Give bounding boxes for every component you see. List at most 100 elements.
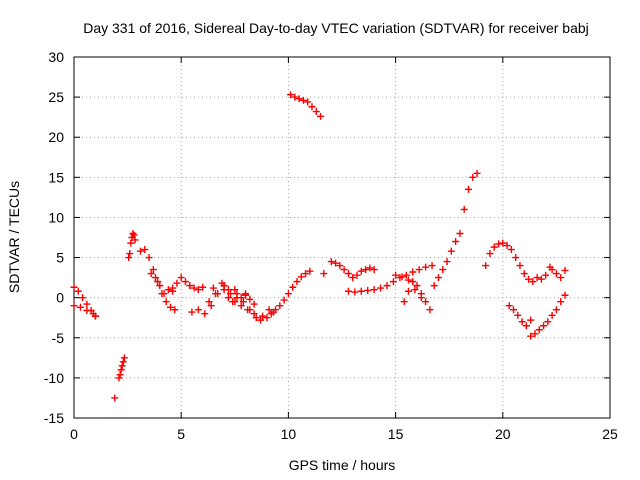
- data-point: [308, 103, 316, 111]
- data-point: [527, 316, 535, 324]
- data-point: [370, 286, 378, 294]
- data-point: [411, 286, 419, 294]
- data-point: [299, 96, 307, 104]
- data-point: [79, 294, 87, 302]
- data-point: [120, 354, 128, 362]
- data-point: [486, 250, 494, 258]
- data-point: [280, 296, 288, 304]
- series-jump: [125, 229, 139, 262]
- plot-frame: [73, 56, 611, 419]
- data-point: [510, 306, 518, 314]
- data-point: [426, 306, 434, 314]
- data-point: [452, 238, 460, 246]
- data-point: [540, 322, 548, 330]
- x-tick-label: 5: [177, 426, 185, 442]
- x-tick-label: 10: [281, 426, 297, 442]
- data-point: [505, 302, 513, 310]
- data-point: [149, 266, 157, 274]
- y-tick-label: 0: [56, 290, 64, 306]
- data-point: [118, 362, 126, 370]
- x-tick-label: 20: [495, 426, 511, 442]
- y-tick-label: 15: [48, 169, 64, 185]
- data-point: [246, 295, 254, 303]
- data-point: [495, 240, 503, 248]
- series-dip-20-21: [505, 302, 535, 330]
- data-point: [533, 274, 541, 282]
- data-point: [233, 290, 241, 298]
- data-point: [353, 271, 361, 279]
- data-point: [284, 290, 292, 298]
- data-point: [557, 274, 565, 282]
- data-point: [312, 108, 320, 116]
- data-point: [125, 254, 133, 262]
- data-point: [503, 242, 511, 250]
- data-point: [366, 264, 374, 272]
- data-point: [525, 275, 533, 283]
- data-point: [257, 316, 265, 324]
- data-point: [76, 303, 84, 311]
- data-point: [136, 247, 144, 255]
- series-rise-17-18: [430, 169, 481, 290]
- data-point: [259, 312, 267, 320]
- data-point: [177, 274, 185, 282]
- data-point: [512, 254, 520, 262]
- data-point: [70, 302, 78, 310]
- series-low-21-23: [527, 291, 569, 340]
- x-tick-label: 15: [388, 426, 404, 442]
- data-point: [111, 394, 119, 402]
- data-point: [383, 282, 391, 290]
- data-point: [409, 268, 417, 276]
- data-point: [542, 271, 550, 279]
- data-point: [490, 243, 498, 251]
- data-point: [561, 266, 569, 274]
- y-tick-label: -10: [44, 370, 64, 386]
- data-point: [244, 306, 252, 314]
- y-tick-label: 20: [48, 129, 64, 145]
- data-point: [439, 266, 447, 274]
- x-axis-label: GPS time / hours: [289, 457, 396, 473]
- data-point: [409, 278, 417, 286]
- data-point: [522, 322, 530, 330]
- data-point: [520, 270, 528, 278]
- data-point: [469, 173, 477, 181]
- data-point: [220, 286, 228, 294]
- data-point: [434, 274, 442, 282]
- data-point: [460, 205, 468, 213]
- data-point: [186, 282, 194, 290]
- data-point: [119, 358, 127, 366]
- data-point: [83, 307, 91, 315]
- data-point: [398, 273, 406, 281]
- series-single-11: [320, 270, 328, 278]
- data-point: [265, 306, 273, 314]
- data-point: [141, 246, 149, 254]
- data-point: [171, 306, 179, 314]
- data-point: [336, 262, 344, 270]
- series-band-7-8: [220, 286, 258, 308]
- data-point: [317, 112, 325, 120]
- data-point: [242, 291, 250, 299]
- series-band-6-9-b: [205, 279, 277, 324]
- data-point: [377, 284, 385, 292]
- y-tick-label: -5: [52, 330, 65, 346]
- data-point: [250, 310, 258, 318]
- series-low-13-15: [344, 262, 436, 296]
- data-point: [156, 282, 164, 290]
- data-point: [127, 239, 135, 247]
- data-point: [272, 306, 280, 314]
- series-cross-15-16: [400, 278, 434, 314]
- data-point: [237, 294, 245, 302]
- series-early-b: [70, 302, 99, 320]
- data-point: [173, 279, 181, 287]
- data-point: [428, 262, 436, 270]
- data-point: [413, 282, 421, 290]
- data-point: [443, 258, 451, 266]
- series-tail-22-23: [548, 266, 569, 282]
- data-point: [357, 267, 365, 275]
- data-point: [304, 98, 312, 106]
- data-point: [287, 91, 295, 99]
- data-point: [482, 262, 490, 270]
- data-point: [194, 306, 202, 314]
- data-point: [351, 288, 359, 296]
- data-point: [160, 290, 168, 298]
